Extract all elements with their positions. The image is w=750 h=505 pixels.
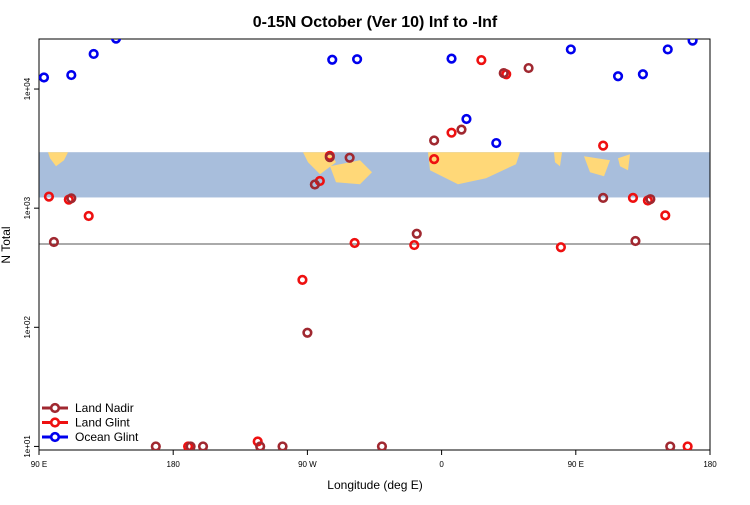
data-point	[66, 193, 77, 204]
chart-title: 0-15N October (Ver 10) Inf to -Inf	[253, 14, 498, 31]
plot-frame	[38, 38, 711, 451]
y-tick-label: 1e+02	[23, 316, 32, 339]
x-axis-label: Longitude (deg E)	[327, 478, 422, 492]
map-landmass	[584, 156, 610, 177]
data-point	[324, 152, 335, 163]
x-tick-label: 90 E	[31, 460, 47, 469]
data-point	[297, 274, 308, 285]
data-point	[665, 441, 676, 450]
data-point	[687, 39, 698, 46]
data-point	[281, 4, 289, 12]
y-tick-label: 1e+03	[23, 196, 32, 219]
data-point	[612, 71, 624, 82]
data-point	[302, 327, 313, 338]
legend-marker	[49, 402, 61, 414]
x-axis: 90 E 180 90 W 0 90 E 180	[31, 450, 717, 469]
data-point	[630, 235, 641, 247]
data-point	[456, 124, 467, 135]
legend-label: Ocean Glint	[75, 430, 139, 444]
x-tick-label: 90 W	[298, 460, 317, 469]
data-point	[43, 191, 55, 202]
data-point	[83, 210, 94, 222]
x-tick-label: 180	[703, 460, 717, 469]
data-point	[660, 210, 671, 221]
map-landmass	[618, 154, 630, 171]
data-point	[352, 54, 363, 65]
data-point	[555, 242, 566, 253]
data-point	[461, 113, 472, 125]
data-point	[110, 39, 122, 44]
data-point	[327, 54, 338, 65]
data-point	[523, 62, 534, 74]
data-point	[682, 441, 693, 450]
x-tick-label: 180	[167, 460, 181, 469]
data-point	[376, 441, 388, 450]
data-point	[542, 22, 550, 30]
legend-label: Land Glint	[75, 416, 130, 430]
data-point	[135, 0, 143, 4]
map-landmass	[330, 160, 372, 185]
data-point	[429, 135, 440, 146]
legend-label: Land Nadir	[75, 401, 134, 415]
world-map-strip	[39, 152, 710, 198]
data-point	[491, 137, 502, 149]
data-point	[197, 441, 209, 450]
data-point	[185, 441, 196, 450]
data-point	[411, 228, 422, 239]
data-point	[711, 0, 719, 5]
data-point	[598, 140, 609, 151]
y-axis-label: N Total	[0, 226, 13, 263]
data-point	[405, 0, 413, 4]
map-landmass	[428, 152, 520, 185]
map-landmass	[554, 152, 562, 167]
data-point	[66, 69, 77, 81]
data-point	[429, 154, 440, 165]
data-point	[498, 68, 509, 79]
legend-marker	[49, 431, 61, 443]
data-point	[637, 69, 649, 80]
data-point	[277, 441, 288, 450]
data-point	[150, 441, 161, 450]
data-point	[349, 237, 360, 249]
data-point	[565, 44, 576, 55]
data-point	[309, 179, 320, 190]
data-point	[88, 48, 99, 60]
y-tick-label: 1e+04	[23, 77, 32, 100]
y-tick-label: 1e+01	[23, 435, 32, 458]
data-point	[344, 152, 355, 163]
data-point	[627, 192, 639, 203]
x-tick-label: 0	[439, 460, 444, 469]
data-point	[446, 127, 457, 138]
data-point	[446, 53, 457, 64]
data-points	[39, 0, 719, 450]
data-point	[662, 44, 673, 55]
map-landmass	[48, 152, 68, 167]
data-point	[306, 39, 309, 40]
x-tick-label: 90 E	[568, 460, 584, 469]
data-point	[476, 54, 487, 66]
data-point	[409, 239, 420, 251]
data-point	[48, 236, 60, 248]
data-point	[522, 1, 530, 9]
data-point	[598, 192, 609, 203]
data-point	[39, 72, 50, 83]
data-point	[255, 441, 266, 450]
data-point	[645, 194, 656, 205]
legend-marker	[49, 417, 61, 428]
map-ocean	[39, 152, 710, 198]
